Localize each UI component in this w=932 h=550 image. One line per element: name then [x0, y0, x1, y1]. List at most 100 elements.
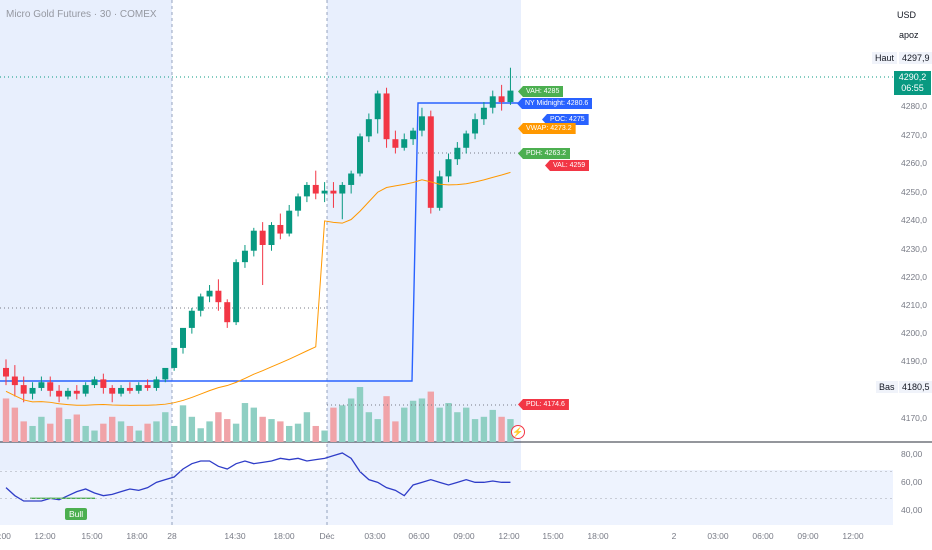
price-axis-label: 4170,0 [901, 413, 927, 423]
volume-bar [374, 419, 381, 442]
time-axis-label: 09:00 [797, 531, 819, 541]
volume-bar [454, 412, 461, 442]
high-label: Haut [872, 52, 898, 64]
time-axis-label: 2 [671, 531, 677, 541]
candle-body [20, 385, 27, 394]
volume-bar [241, 403, 249, 442]
candle-body [365, 119, 372, 137]
volume-bar [197, 428, 204, 442]
volume-bar [162, 412, 169, 442]
volume-bar [330, 407, 337, 442]
candle-body [233, 262, 240, 323]
volume-bar [170, 425, 178, 442]
volume-bar [321, 430, 328, 442]
volume-bar [427, 391, 434, 442]
volume-bar [303, 412, 311, 442]
candle-body [498, 96, 505, 103]
candle-body [135, 385, 142, 391]
volume-bar [294, 423, 302, 442]
candle-body [454, 147, 461, 160]
time-axis-label: 14:30 [224, 531, 246, 541]
volume-bar [188, 416, 196, 442]
volume-bar [339, 405, 346, 442]
candle-body [357, 136, 363, 174]
candle-body [171, 347, 178, 368]
volume-bar [73, 414, 80, 442]
candle-body [489, 96, 496, 108]
price-axis-label: 4270,0 [901, 130, 927, 140]
time-axis-label: 18:00 [587, 531, 609, 541]
candle-body [277, 224, 284, 234]
price-axis-label: 4260,0 [901, 158, 927, 168]
lightning-icon[interactable]: ⚡ [511, 425, 525, 439]
volume-bar [47, 423, 54, 442]
volume-bar [232, 423, 240, 442]
volume-bar [312, 425, 319, 442]
candle-body [224, 302, 231, 323]
level-tag: VAL: 4259 [545, 160, 590, 171]
candle-body [3, 367, 9, 377]
candle-body [100, 379, 107, 388]
time-axis-label: 09:00 [453, 531, 475, 541]
level-tag: POC: 4275 [542, 114, 589, 125]
volume-bar [401, 407, 408, 442]
volume-bar [383, 396, 390, 442]
time-axis-label: 15:00 [542, 531, 564, 541]
candle-body [259, 230, 266, 245]
time-axis-label: 18:00 [126, 531, 148, 541]
time-axis-label: 12:00 [498, 531, 520, 541]
volume-bar [250, 407, 257, 442]
price-axis-label: 4200,0 [901, 328, 927, 338]
price-axis-label: 4280,0 [901, 101, 927, 111]
volume-bar [347, 398, 355, 442]
time-axis-label: 28 [167, 531, 177, 541]
candle-body [126, 387, 133, 391]
low-label: Bas [876, 381, 898, 393]
price-axis-label: 4220,0 [901, 272, 927, 282]
candle-body [73, 390, 80, 394]
volume-bar [2, 398, 10, 442]
candle-body [180, 327, 186, 348]
volume-bar [117, 421, 125, 442]
candle-body [11, 376, 18, 386]
ny-midnight-line [0, 102, 521, 382]
level-tag: NY Midnight: 4280.6 [517, 98, 593, 109]
candle-body [206, 290, 213, 297]
currency-label[interactable]: USD [897, 10, 917, 20]
volume-bar [356, 387, 364, 442]
time-axis-label: 12:00 [34, 531, 56, 541]
candle-body [480, 107, 487, 120]
level-tag: PDH: 4263.2 [518, 148, 571, 159]
candle-body [445, 159, 452, 177]
session-background [0, 0, 172, 525]
volume-bar [55, 407, 63, 442]
volume-bar [135, 430, 142, 442]
time-axis-label: 06:00 [752, 531, 774, 541]
candle-body [144, 385, 151, 388]
volume-bar [445, 403, 452, 442]
candle-body [56, 390, 63, 397]
session-background [327, 0, 521, 525]
candle-body [38, 382, 45, 388]
candle-body [29, 387, 36, 394]
volume-bar [489, 409, 496, 442]
volume-bar [480, 416, 488, 442]
candle-body [197, 296, 204, 311]
time-axis-label: Déc [319, 531, 335, 541]
candle-body [82, 385, 89, 394]
rsi-axis-label: 60,00 [901, 477, 923, 487]
volume-bar [11, 407, 19, 442]
volume-bar [179, 405, 187, 442]
time-axis-label: 18:00 [273, 531, 295, 541]
candle-body [153, 379, 160, 388]
time-axis-label: 12:00 [842, 531, 864, 541]
rsi-axis-label: 40,00 [901, 505, 923, 515]
rsi-band [0, 470, 893, 525]
bull-signal-badge: Bull [65, 508, 88, 520]
price-axis-label: 4230,0 [901, 244, 927, 254]
volume-bar [436, 407, 443, 442]
candle-body [91, 379, 98, 386]
candle-body [392, 139, 399, 148]
